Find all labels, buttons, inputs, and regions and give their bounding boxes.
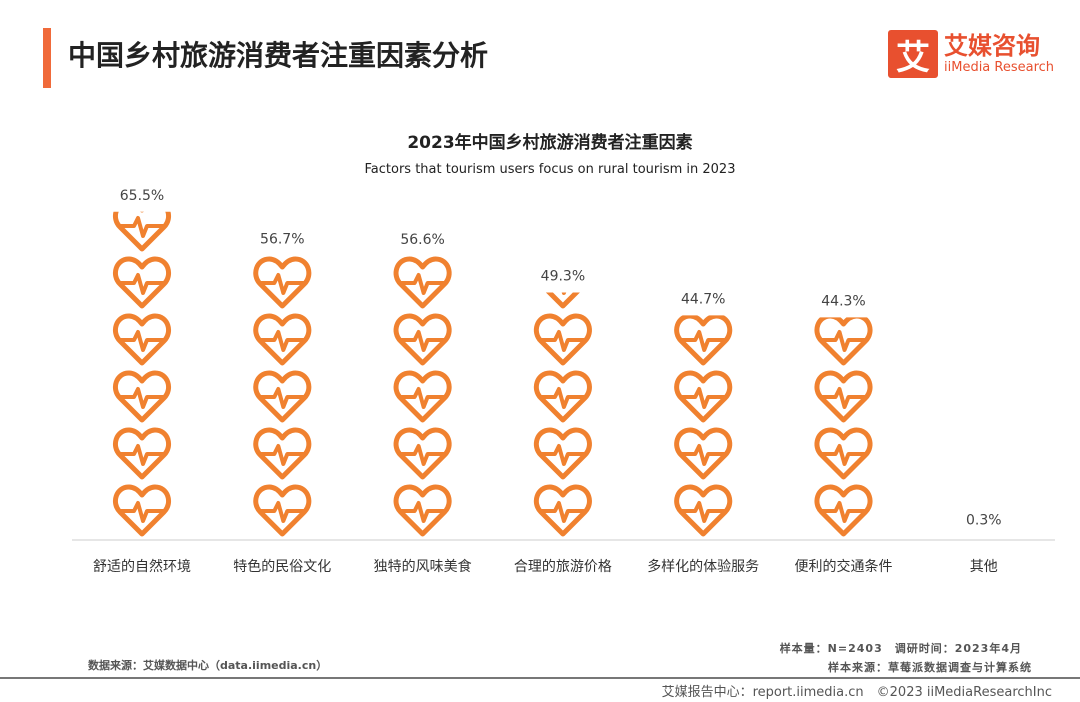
category-label: 独特的风味美食 [374,558,472,575]
bar-0 [112,145,172,537]
heart-pulse-icon [957,145,1010,192]
heart-pulse-icon [814,370,873,423]
sample-source: 样本来源：草莓派数据调查与计算系统 [828,661,1032,674]
heart-pulse-icon [533,313,592,366]
heart-pulse-icon [957,259,1010,306]
heart-pulse-icon [957,430,1010,477]
logo-mark: 艾 [888,30,938,78]
heart-pulse-icon [253,427,312,480]
sample-info: 样本量：N=2403 调研时间：2023年4月 [779,642,1022,655]
data-label: 56.6% [400,232,444,248]
heart-pulse-icon [533,370,592,423]
data-label: 56.7% [260,232,304,248]
chart-subtitle: Factors that tourism users focus on rura… [364,162,736,177]
heart-pulse-icon [814,484,873,537]
bar-4 [674,145,733,537]
category-label: 便利的交通条件 [795,558,893,575]
heart-pulse-icon [817,202,870,249]
heart-pulse-icon [112,427,172,480]
bar-6 [957,145,1010,534]
category-label: 合理的旅游价格 [514,559,612,575]
bar-2 [393,145,452,537]
data-label: 65.5% [120,188,164,204]
logo-en: iiMedia Research [944,60,1055,75]
heart-pulse-icon [677,145,730,192]
heart-pulse-icon [253,484,312,537]
heart-pulse-icon [533,484,592,537]
heart-pulse-icon [253,313,312,366]
heart-pulse-icon [115,145,168,192]
heart-pulse-icon [393,313,452,366]
data-label: 44.7% [681,291,725,307]
logo-cn: 艾媒咨询 [944,32,1040,60]
heart-pulse-icon [957,316,1010,363]
heart-pulse-icon [674,484,733,537]
heart-pulse-icon [253,370,312,423]
heart-pulse-icon [112,256,172,309]
category-label: 舒适的自然环境 [93,558,191,575]
heart-pulse-icon [393,427,452,480]
bar-5 [814,145,873,537]
report-footer: 艾媒报告中心：report.iimedia.cn ©2023 iiMediaRe… [661,685,1052,700]
footer-divider [0,677,1080,679]
heart-pulse-icon [536,145,589,192]
chart-title: 2023年中国乡村旅游消费者注重因素 [407,133,693,153]
heart-pulse-icon [253,256,312,309]
heart-pulse-icon [112,313,172,366]
heart-pulse-icon [536,202,589,249]
category-label: 多样化的体验服务 [647,558,759,575]
heart-pulse-icon [674,370,733,423]
data-label: 44.3% [821,293,865,309]
heart-pulse-icon [393,484,452,537]
bar-1 [253,145,312,537]
heart-pulse-icon [112,484,172,537]
heart-pulse-icon [677,202,730,249]
data-label: 49.3% [541,268,585,284]
heart-pulse-icon [393,256,452,309]
heart-pulse-icon [814,317,873,366]
category-label: 特色的民俗文化 [233,558,331,575]
heart-pulse-icon [396,145,449,192]
heart-pulse-icon [957,373,1010,420]
data-source: 数据来源：艾媒数据中心（data.iimedia.cn） [88,659,328,672]
heart-pulse-icon [112,370,172,423]
heart-pulse-icon [256,145,309,192]
heart-pulse-icon [393,370,452,423]
heart-pulse-icon [817,145,870,192]
heart-pulse-icon [957,202,1010,249]
title-accent-bar [43,28,51,88]
data-label: 0.3% [966,513,1002,529]
category-label: 其他 [970,559,998,575]
heart-pulse-icon [533,427,592,480]
bar-3 [533,145,592,537]
heart-pulse-icon [674,427,733,480]
heart-pulse-icon [112,211,172,252]
page-title: 中国乡村旅游消费者注重因素分析 [68,39,489,72]
heart-pulse-icon [814,427,873,480]
logo: 艾 艾媒咨询 iiMedia Research [888,30,1054,78]
heart-pulse-icon [674,315,733,366]
